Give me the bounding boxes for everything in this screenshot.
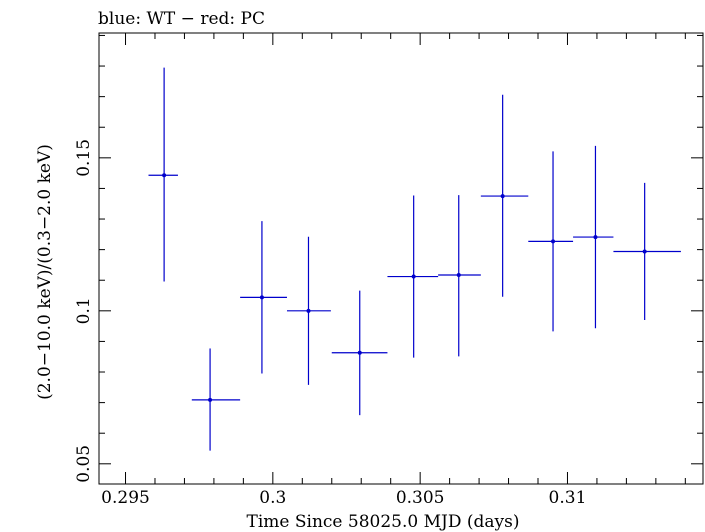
chart-title: blue: WT − red: PC bbox=[98, 9, 265, 29]
data-point bbox=[573, 145, 614, 329]
data-marker bbox=[500, 194, 505, 199]
y-axis: 0.05 0.1 0.15 bbox=[74, 34, 703, 483]
data-marker bbox=[259, 295, 264, 300]
x-tick-label: 0.305 bbox=[396, 488, 445, 508]
x-tick-label: 0.31 bbox=[549, 488, 587, 508]
plot-frame bbox=[98, 32, 704, 485]
x-axis-label: Time Since 58025.0 MJD (days) bbox=[247, 512, 520, 532]
data-marker bbox=[162, 173, 167, 178]
y-tick-label: 0.05 bbox=[74, 445, 94, 483]
data-point bbox=[191, 348, 241, 451]
data-marker bbox=[642, 249, 647, 254]
data-marker bbox=[411, 274, 416, 279]
y-axis-label: (2.0−10.0 keV)/(0.3−2.0 keV) bbox=[35, 144, 55, 400]
data-marker bbox=[551, 239, 556, 244]
data-marker bbox=[306, 308, 311, 313]
x-axis: 0.295 0.3 0.305 0.31 bbox=[101, 33, 686, 508]
data-point bbox=[148, 67, 178, 282]
x-tick-label: 0.3 bbox=[259, 488, 286, 508]
y-tick-label: 0.1 bbox=[74, 297, 94, 324]
data-marker bbox=[357, 350, 362, 355]
data-marker bbox=[593, 235, 598, 240]
data-marker bbox=[456, 273, 461, 278]
data-point bbox=[438, 195, 481, 357]
x-tick-label: 0.295 bbox=[101, 488, 150, 508]
data-layer bbox=[148, 67, 681, 451]
data-point bbox=[286, 236, 331, 385]
data-marker bbox=[208, 397, 213, 402]
data-point bbox=[528, 151, 574, 332]
data-point bbox=[240, 221, 287, 374]
data-point bbox=[613, 182, 681, 320]
data-point bbox=[387, 195, 439, 358]
y-tick-label: 0.15 bbox=[74, 139, 94, 177]
data-point bbox=[331, 290, 388, 416]
data-point bbox=[480, 94, 529, 297]
